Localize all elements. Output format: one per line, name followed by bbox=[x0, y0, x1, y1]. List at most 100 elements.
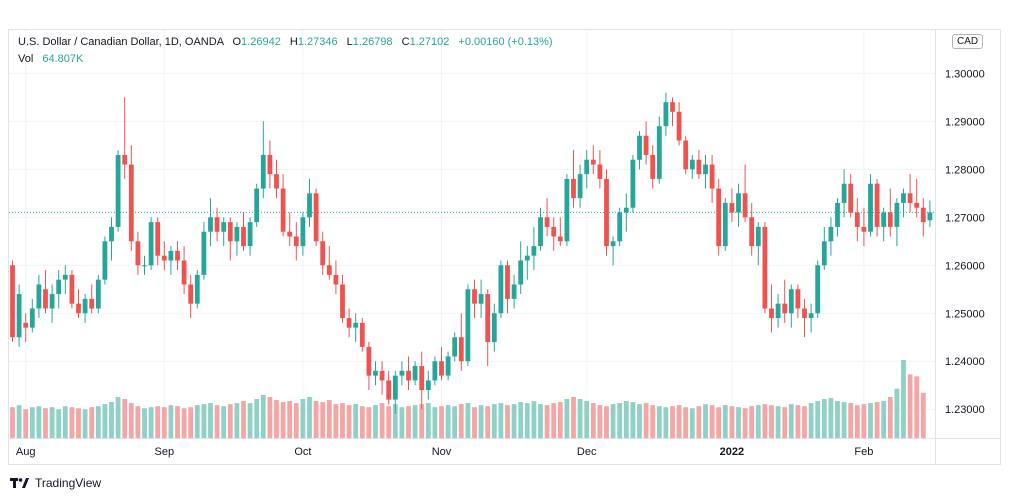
volume-bar bbox=[491, 404, 497, 438]
high-label: H bbox=[289, 36, 298, 48]
volume-bar bbox=[808, 403, 814, 438]
candle-body bbox=[597, 164, 603, 179]
candle-body bbox=[425, 380, 431, 391]
candle-body bbox=[419, 366, 425, 391]
candle-body bbox=[254, 188, 260, 223]
candle-body bbox=[868, 183, 873, 232]
candle-body bbox=[109, 226, 114, 242]
price-tick-label: 1.30000 bbox=[945, 68, 985, 80]
volume-bar bbox=[557, 402, 563, 438]
volume-bar bbox=[439, 406, 444, 438]
volume-bar bbox=[340, 403, 345, 438]
volume-bar bbox=[848, 403, 854, 438]
volume-legend: Vol 64.807K bbox=[18, 53, 83, 65]
candle-body bbox=[201, 231, 207, 275]
candle-body bbox=[115, 154, 121, 227]
candle-body bbox=[722, 202, 728, 247]
candle-body bbox=[82, 298, 88, 314]
volume-bar bbox=[472, 407, 477, 438]
candle-body bbox=[155, 222, 161, 256]
candle-body bbox=[392, 375, 398, 400]
volume-bar bbox=[901, 360, 906, 438]
candle-body bbox=[498, 265, 504, 314]
volume-bar bbox=[709, 405, 715, 438]
candle-body bbox=[188, 284, 194, 304]
volume-bar bbox=[716, 407, 722, 438]
volume-bar bbox=[650, 405, 656, 438]
volume-bar bbox=[307, 396, 312, 438]
volume-bar bbox=[518, 402, 524, 438]
price-tick-label: 1.26000 bbox=[945, 260, 985, 272]
candle-body bbox=[379, 370, 385, 381]
candle-body bbox=[604, 178, 609, 247]
volume-bar bbox=[161, 407, 167, 438]
volume-bar bbox=[815, 401, 821, 438]
price-tick-label: 1.24000 bbox=[945, 356, 985, 368]
candle-body bbox=[590, 159, 596, 165]
volume-bar bbox=[683, 407, 689, 438]
candle-body bbox=[439, 361, 444, 376]
candle-body bbox=[161, 255, 167, 261]
volume-bar bbox=[142, 408, 147, 438]
candle-body bbox=[630, 159, 636, 208]
candle-body bbox=[538, 217, 543, 247]
candlestick-chart[interactable]: 1.23000 1.24000 1.25000 1.26000 1.27000 1.280… bbox=[9, 30, 1000, 464]
candle-body bbox=[102, 241, 108, 280]
candle-body bbox=[808, 313, 814, 319]
volume-bar bbox=[320, 402, 326, 438]
tradingview-brand[interactable]: TradingView bbox=[10, 476, 101, 490]
candle-body bbox=[373, 370, 378, 376]
volume-bar bbox=[458, 404, 464, 438]
low-label: L bbox=[346, 36, 353, 48]
volume-bar bbox=[736, 407, 741, 438]
candle-body bbox=[874, 183, 880, 227]
volume-bar bbox=[630, 402, 636, 438]
tradingview-logo-icon bbox=[10, 478, 29, 488]
volume-bar bbox=[722, 405, 728, 438]
candle-body bbox=[551, 226, 557, 237]
volume-bar bbox=[762, 404, 768, 438]
volume-bar bbox=[227, 404, 233, 438]
brand-label: TradingView bbox=[35, 476, 102, 490]
candle-body bbox=[650, 154, 656, 179]
time-tick-label: Dec bbox=[577, 446, 597, 458]
volume-bar bbox=[841, 402, 847, 438]
volume-bar bbox=[56, 409, 62, 438]
volume-bar bbox=[432, 407, 438, 438]
volume-bar bbox=[148, 407, 154, 438]
candle-body bbox=[841, 183, 847, 203]
price-tick-label: 1.28000 bbox=[945, 164, 985, 176]
volume-bar bbox=[802, 406, 807, 438]
candle-body bbox=[729, 202, 735, 213]
volume-bar bbox=[623, 401, 629, 438]
volume-bar bbox=[201, 404, 207, 438]
volume-bar bbox=[610, 404, 616, 438]
candle-body bbox=[577, 174, 583, 199]
volume-bar bbox=[386, 406, 392, 438]
candle-body bbox=[346, 318, 352, 328]
candle-body bbox=[901, 193, 906, 203]
candle-body bbox=[742, 193, 748, 218]
candle-body bbox=[887, 212, 893, 227]
candle-body bbox=[386, 380, 392, 400]
volume-bar bbox=[861, 404, 867, 438]
candle-body bbox=[76, 303, 81, 314]
candle-body bbox=[769, 308, 774, 319]
volume-bar bbox=[16, 405, 22, 438]
candle-body bbox=[43, 289, 48, 309]
currency-badge[interactable]: CAD bbox=[952, 34, 984, 49]
candle-body bbox=[293, 236, 299, 247]
time-tick-label: Sep bbox=[155, 446, 175, 458]
candle-body bbox=[214, 217, 220, 232]
candle-body bbox=[432, 361, 438, 381]
candle-body bbox=[10, 265, 15, 338]
volume-bar bbox=[696, 406, 702, 438]
volume-bar bbox=[333, 404, 339, 438]
volume-bar bbox=[260, 394, 266, 438]
candle-body bbox=[703, 164, 708, 175]
volume-bar bbox=[254, 399, 260, 438]
candle-body bbox=[531, 246, 537, 256]
volume-bar bbox=[36, 406, 42, 438]
candle-body bbox=[709, 164, 715, 189]
volume-bar bbox=[755, 405, 761, 438]
